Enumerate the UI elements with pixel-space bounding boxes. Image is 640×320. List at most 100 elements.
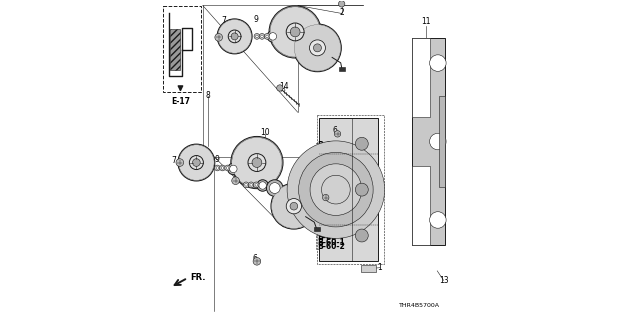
Circle shape xyxy=(179,145,214,180)
Circle shape xyxy=(286,198,301,214)
Text: 11: 11 xyxy=(421,17,431,26)
Circle shape xyxy=(271,184,316,228)
Text: 4: 4 xyxy=(273,183,278,192)
Text: B-60: B-60 xyxy=(317,233,336,242)
Circle shape xyxy=(184,151,208,174)
Text: 5: 5 xyxy=(231,157,236,166)
Circle shape xyxy=(182,148,211,177)
Circle shape xyxy=(285,198,302,215)
Circle shape xyxy=(270,7,320,57)
Bar xyxy=(316,143,342,156)
Circle shape xyxy=(272,9,319,55)
Circle shape xyxy=(287,141,385,238)
Circle shape xyxy=(223,25,246,47)
Bar xyxy=(439,96,445,187)
Text: 2: 2 xyxy=(339,8,344,17)
Circle shape xyxy=(308,39,326,57)
Bar xyxy=(319,118,378,261)
Text: FR.: FR. xyxy=(190,273,205,282)
Circle shape xyxy=(228,30,241,43)
Circle shape xyxy=(221,167,224,169)
Text: 9: 9 xyxy=(215,155,220,164)
Text: 14: 14 xyxy=(280,82,289,91)
Circle shape xyxy=(273,10,317,53)
Text: 3: 3 xyxy=(320,184,325,193)
Text: B-60-1: B-60-1 xyxy=(317,238,344,247)
Bar xyxy=(316,235,342,249)
Circle shape xyxy=(216,167,219,169)
Bar xyxy=(339,67,345,71)
Circle shape xyxy=(239,144,275,181)
Text: 9: 9 xyxy=(244,177,248,186)
Circle shape xyxy=(248,153,266,172)
Circle shape xyxy=(321,175,350,204)
Circle shape xyxy=(286,22,305,41)
Circle shape xyxy=(252,158,262,167)
Circle shape xyxy=(323,195,329,201)
Circle shape xyxy=(189,155,204,170)
Circle shape xyxy=(232,138,282,188)
Circle shape xyxy=(271,183,317,229)
Circle shape xyxy=(217,19,252,54)
Text: B-60-2: B-60-2 xyxy=(317,150,344,159)
Circle shape xyxy=(279,16,312,48)
Circle shape xyxy=(300,31,335,65)
Circle shape xyxy=(429,55,446,71)
Circle shape xyxy=(227,167,229,169)
Circle shape xyxy=(220,165,225,171)
Text: 9: 9 xyxy=(253,15,258,24)
Circle shape xyxy=(269,6,321,58)
Text: 10: 10 xyxy=(260,128,270,137)
Circle shape xyxy=(228,30,241,43)
Circle shape xyxy=(186,152,207,173)
Text: E-17: E-17 xyxy=(171,97,190,106)
Text: 6: 6 xyxy=(333,126,338,135)
Circle shape xyxy=(282,19,308,45)
Circle shape xyxy=(273,186,314,227)
Circle shape xyxy=(257,180,268,191)
Circle shape xyxy=(355,229,368,242)
Circle shape xyxy=(276,188,312,225)
Circle shape xyxy=(290,202,298,210)
Circle shape xyxy=(339,1,345,7)
Circle shape xyxy=(296,27,339,69)
Circle shape xyxy=(269,183,280,193)
Text: 7: 7 xyxy=(231,174,236,183)
Bar xyxy=(412,38,430,117)
Circle shape xyxy=(255,35,258,38)
Circle shape xyxy=(189,156,204,170)
Circle shape xyxy=(250,184,252,186)
Text: B-60-2: B-60-2 xyxy=(317,242,344,251)
Circle shape xyxy=(294,24,341,72)
Circle shape xyxy=(355,137,368,150)
Circle shape xyxy=(267,31,278,42)
Bar xyxy=(412,166,430,245)
Text: 4: 4 xyxy=(317,26,323,35)
Circle shape xyxy=(243,182,249,188)
Text: 12: 12 xyxy=(417,90,426,99)
Circle shape xyxy=(286,23,304,41)
Text: B-60-1: B-60-1 xyxy=(317,145,344,154)
Circle shape xyxy=(232,177,239,185)
Circle shape xyxy=(248,182,254,188)
Circle shape xyxy=(259,182,266,189)
Circle shape xyxy=(275,12,315,52)
Circle shape xyxy=(214,165,220,171)
Bar xyxy=(163,6,201,92)
Circle shape xyxy=(310,164,362,215)
Circle shape xyxy=(246,151,268,174)
Circle shape xyxy=(221,22,248,50)
Bar xyxy=(170,29,180,70)
Circle shape xyxy=(248,154,266,172)
Circle shape xyxy=(231,33,238,40)
Circle shape xyxy=(234,139,280,186)
Circle shape xyxy=(228,163,239,175)
Circle shape xyxy=(244,184,248,186)
Circle shape xyxy=(259,34,265,39)
Circle shape xyxy=(291,27,300,37)
Text: 13: 13 xyxy=(439,276,449,285)
Circle shape xyxy=(266,35,268,38)
Circle shape xyxy=(429,133,446,150)
Circle shape xyxy=(236,141,278,184)
Circle shape xyxy=(178,144,215,181)
